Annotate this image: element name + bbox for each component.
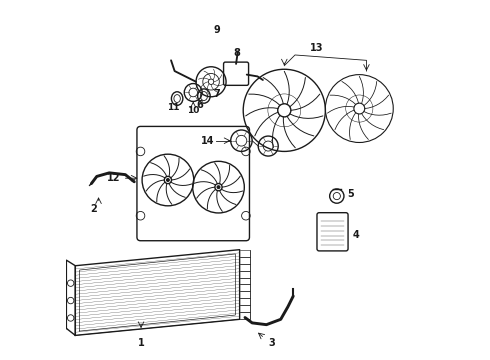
Text: 1: 1 (138, 338, 145, 348)
Text: 6: 6 (196, 100, 203, 110)
Text: 4: 4 (353, 230, 360, 240)
Circle shape (167, 179, 169, 181)
Text: 5: 5 (347, 189, 354, 199)
Text: 3: 3 (269, 338, 275, 347)
Text: 12: 12 (107, 173, 121, 183)
Text: 9: 9 (213, 25, 220, 35)
Text: 14: 14 (201, 136, 214, 146)
Text: 7: 7 (213, 89, 220, 99)
Text: 11: 11 (167, 103, 179, 112)
Text: 13: 13 (310, 43, 323, 53)
Text: 10: 10 (187, 106, 199, 115)
Circle shape (217, 186, 220, 188)
Text: 8: 8 (234, 48, 241, 58)
Text: 2: 2 (90, 203, 97, 213)
